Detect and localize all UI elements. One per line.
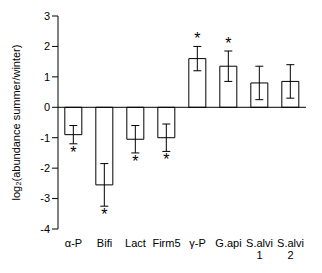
- svg-text:S.alvi2: S.alvi2: [277, 237, 304, 261]
- svg-text:*: *: [225, 35, 231, 52]
- svg-text:*: *: [194, 30, 200, 47]
- svg-text:log₂(abundance summer/winter): log₂(abundance summer/winter): [10, 45, 22, 201]
- svg-text:Firm5: Firm5: [152, 237, 180, 249]
- svg-text:α-P: α-P: [65, 237, 82, 249]
- svg-text:Lact: Lact: [125, 237, 146, 249]
- svg-text:-3: -3: [40, 192, 50, 204]
- svg-text:*: *: [70, 144, 76, 161]
- svg-text:*: *: [163, 151, 169, 168]
- svg-text:Bifi: Bifi: [97, 237, 112, 249]
- svg-text:2: 2: [44, 40, 50, 52]
- svg-text:γ-P: γ-P: [189, 237, 206, 249]
- svg-text:G.api: G.api: [215, 237, 241, 249]
- svg-text:3: 3: [44, 10, 50, 22]
- svg-text:-2: -2: [40, 162, 50, 174]
- svg-text:1: 1: [44, 71, 50, 83]
- svg-text:S.alvi1: S.alvi1: [246, 237, 273, 261]
- svg-text:-4: -4: [40, 223, 50, 235]
- svg-text:-1: -1: [40, 132, 50, 144]
- svg-text:*: *: [132, 153, 138, 170]
- svg-text:*: *: [101, 206, 107, 223]
- svg-text:0: 0: [44, 101, 50, 113]
